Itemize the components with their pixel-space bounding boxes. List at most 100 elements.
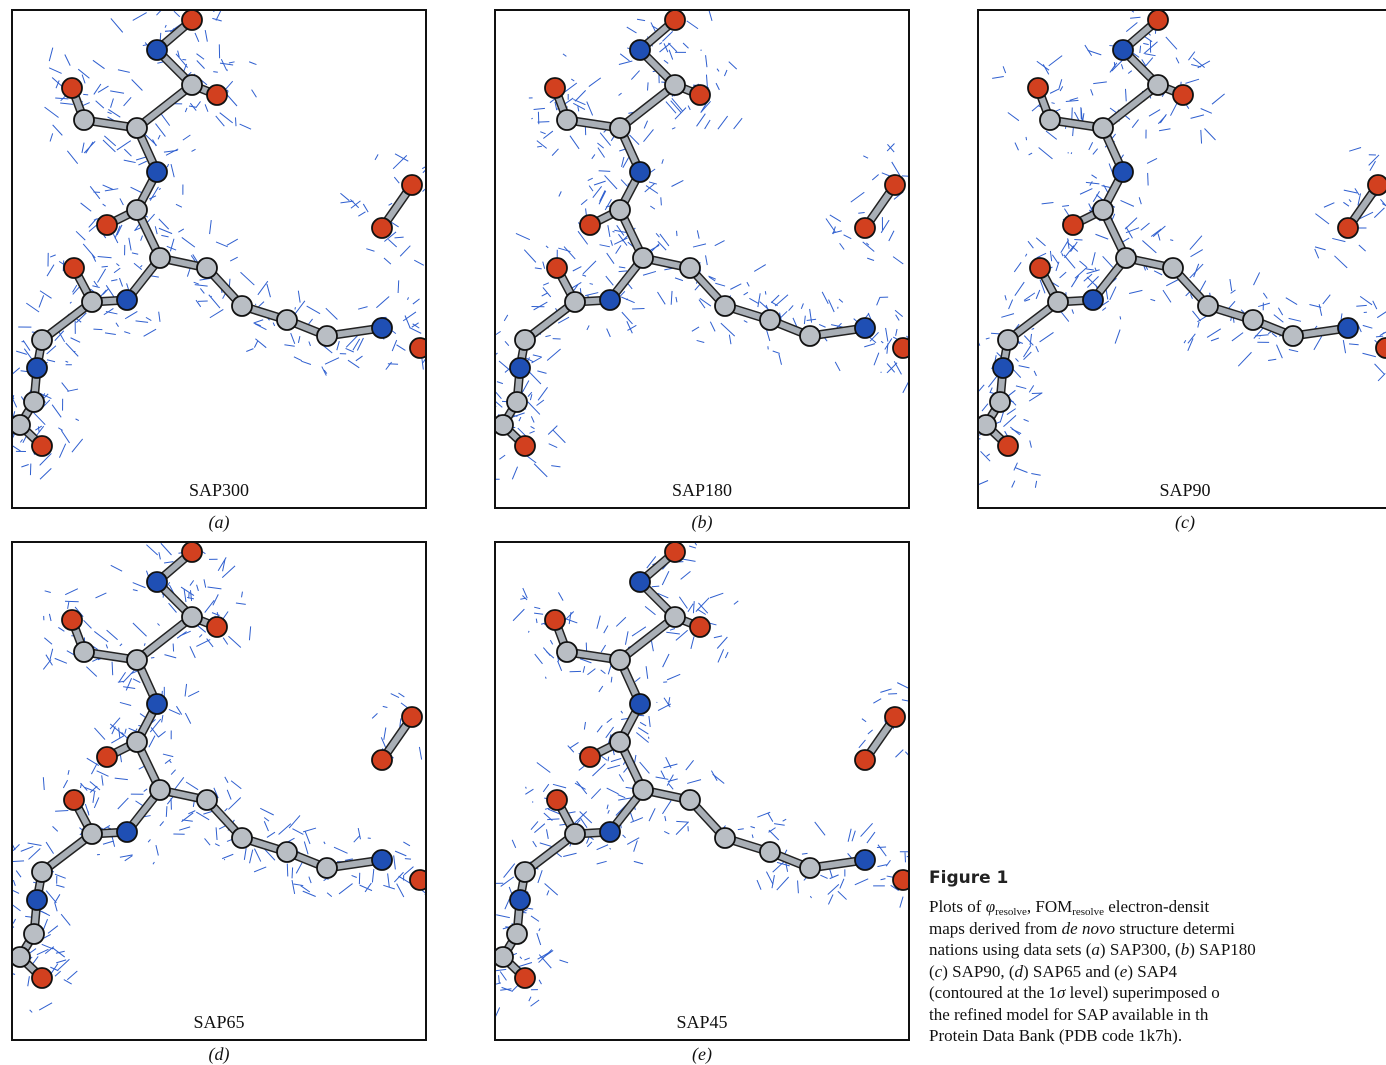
- mesh-line: [216, 242, 228, 247]
- mesh-line: [539, 980, 541, 984]
- atom: [32, 968, 52, 988]
- mesh-line: [340, 193, 349, 200]
- mesh-line: [55, 811, 68, 812]
- mesh-line: [2, 446, 9, 453]
- mesh-line: [528, 631, 529, 633]
- mesh-line: [50, 133, 53, 141]
- mesh-line: [610, 848, 611, 849]
- mesh-line: [1376, 336, 1383, 337]
- mesh-line: [98, 86, 108, 92]
- mesh-line: [356, 356, 363, 361]
- mesh-line: [482, 367, 494, 380]
- mesh-line: [744, 321, 747, 323]
- atom: [277, 310, 297, 330]
- mesh-line: [481, 947, 489, 958]
- mesh-line: [376, 297, 389, 308]
- caption-line: the refined model for SAP available in t…: [929, 1004, 1386, 1026]
- mesh-line: [582, 275, 586, 276]
- atom: [885, 175, 905, 195]
- mesh-line: [118, 798, 129, 809]
- mesh-line: [499, 361, 510, 371]
- mesh-line: [161, 543, 172, 555]
- mesh-line: [553, 784, 566, 788]
- mesh-line: [632, 627, 646, 636]
- mesh-line: [531, 416, 534, 422]
- mesh-line: [132, 80, 143, 91]
- mesh-line: [1011, 401, 1014, 402]
- atom: [545, 78, 565, 98]
- mesh-line: [894, 361, 901, 374]
- mesh-line: [1015, 143, 1019, 151]
- mesh-line: [638, 518, 646, 522]
- mesh-line: [1037, 253, 1046, 258]
- mesh-line: [714, 636, 722, 638]
- mesh-line: [1046, 131, 1057, 139]
- mesh-line: [648, 82, 649, 90]
- mesh-line: [634, 840, 638, 851]
- mesh-line: [413, 299, 420, 304]
- mesh-line: [240, 124, 251, 129]
- mesh-line: [383, 706, 388, 707]
- mesh-line: [399, 876, 411, 884]
- mesh-line: [210, 309, 223, 317]
- mesh-line: [752, 835, 753, 838]
- atom: [1040, 110, 1060, 130]
- mesh-line: [621, 711, 623, 713]
- mesh-line: [131, 187, 142, 192]
- mesh-line: [158, 731, 165, 737]
- mesh-line: [292, 829, 303, 835]
- mesh-line: [692, 327, 699, 331]
- mesh-line: [1314, 336, 1322, 350]
- mesh-line: [372, 713, 377, 718]
- mesh-line: [1145, 54, 1156, 56]
- mesh-line: [534, 613, 543, 614]
- mesh-line: [607, 718, 612, 722]
- mesh-line: [1139, 197, 1141, 204]
- mesh-line: [537, 371, 546, 373]
- mesh-line: [526, 787, 527, 789]
- mesh-line: [1166, 37, 1177, 49]
- mesh-line: [28, 976, 30, 986]
- mesh-line: [348, 360, 359, 368]
- atom: [1376, 338, 1386, 358]
- mesh-line: [656, 233, 659, 237]
- mesh-line: [48, 926, 58, 934]
- mesh-line: [546, 246, 548, 248]
- mesh-line: [660, 234, 669, 246]
- mesh-line: [273, 323, 275, 326]
- mesh-line: [645, 606, 655, 614]
- mesh-line: [534, 464, 547, 477]
- atom: [1116, 248, 1136, 268]
- mesh-line: [481, 417, 494, 420]
- atom: [147, 694, 167, 714]
- mesh-line: [627, 27, 637, 33]
- mesh-line: [479, 455, 482, 466]
- atom: [182, 607, 202, 627]
- mesh-line: [1034, 371, 1036, 376]
- atom: [64, 790, 84, 810]
- atom: [545, 610, 565, 630]
- mesh-line: [194, 282, 199, 284]
- mesh-line: [366, 249, 374, 252]
- atom: [1048, 292, 1068, 312]
- mesh-line: [146, 545, 157, 555]
- atom: [565, 824, 585, 844]
- mesh-line: [671, 291, 672, 305]
- mesh-line: [4, 366, 6, 379]
- mesh-line: [689, 546, 696, 548]
- mesh-line: [604, 626, 608, 634]
- mesh-line: [1115, 330, 1120, 344]
- atom: [715, 828, 735, 848]
- mesh-line: [216, 827, 217, 840]
- mesh-line: [230, 257, 238, 261]
- mesh-line: [716, 83, 719, 90]
- mesh-line: [158, 135, 160, 139]
- mesh-line: [715, 241, 725, 246]
- mesh-line: [7, 945, 11, 950]
- mesh-line: [1349, 344, 1359, 345]
- mesh-line: [1003, 66, 1006, 73]
- mesh-line: [394, 872, 403, 882]
- mesh-line: [0, 922, 5, 926]
- atom: [515, 968, 535, 988]
- mesh-line: [462, 979, 475, 990]
